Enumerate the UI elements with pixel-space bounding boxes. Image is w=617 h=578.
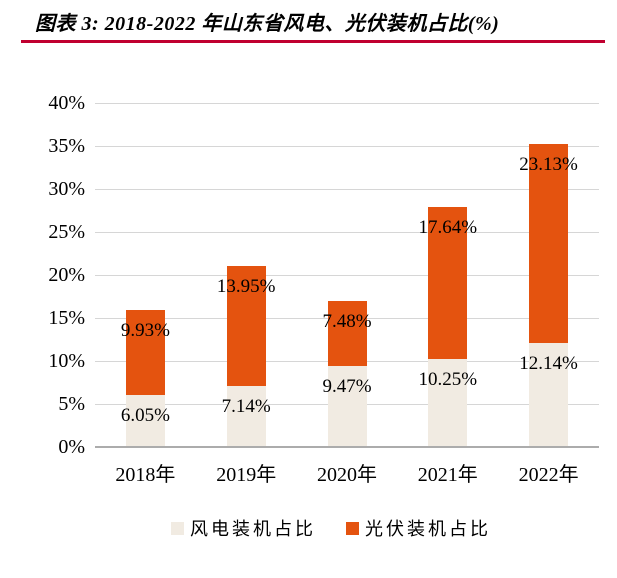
data-label-wind: 12.14% bbox=[519, 352, 578, 374]
y-axis-tick-label: 40% bbox=[48, 92, 85, 114]
data-label-wind: 7.14% bbox=[221, 395, 271, 417]
plot-gridline bbox=[95, 103, 599, 104]
wind-legend-swatch-icon bbox=[171, 521, 184, 535]
legend-item-solar: 光伏装机占比 bbox=[346, 515, 491, 541]
y-axis-tick-label: 10% bbox=[48, 350, 85, 372]
bar-segment-solar bbox=[428, 207, 468, 359]
x-axis-tick-label: 2019年 bbox=[216, 464, 277, 486]
y-axis-tick-label: 25% bbox=[48, 221, 85, 243]
solar-legend-swatch-icon bbox=[346, 521, 359, 535]
bar-segment-solar bbox=[529, 143, 569, 343]
chart-title: 图表 3: 2018-2022 年山东省风电、光伏装机占比(%) bbox=[35, 13, 500, 35]
y-axis-tick-label: 0% bbox=[58, 436, 85, 458]
x-axis-line bbox=[95, 446, 599, 448]
bar-segment-wind bbox=[226, 385, 266, 447]
plot-gridline bbox=[95, 232, 599, 233]
bar-segment-wind bbox=[529, 342, 569, 447]
x-axis-tick-label: 2022年 bbox=[518, 464, 579, 486]
legend-label-solar: 光伏装机占比 bbox=[365, 519, 491, 539]
bar-segment-wind bbox=[125, 394, 165, 447]
data-label-wind: 9.47% bbox=[322, 375, 372, 397]
chart-legend: 风电装机占比 光伏装机占比 bbox=[171, 515, 491, 541]
x-axis-tick-label: 2018年 bbox=[115, 464, 176, 486]
title-underline bbox=[21, 40, 605, 43]
bar-segment-wind bbox=[428, 358, 468, 447]
y-axis-tick-label: 15% bbox=[48, 307, 85, 329]
y-axis-tick-label: 30% bbox=[48, 178, 85, 200]
bar-segment-wind bbox=[327, 365, 367, 447]
data-label-wind: 10.25% bbox=[418, 368, 478, 390]
data-label-solar: 23.13% bbox=[519, 153, 578, 175]
legend-label-wind: 风电装机占比 bbox=[190, 519, 316, 539]
plot-gridline bbox=[95, 275, 599, 276]
legend-item-wind: 风电装机占比 bbox=[171, 515, 316, 541]
x-axis-tick-label: 2020年 bbox=[317, 464, 377, 486]
bar-segment-solar bbox=[327, 301, 367, 366]
data-label-solar: 7.48% bbox=[322, 311, 372, 333]
data-label-solar: 9.93% bbox=[120, 319, 170, 341]
bar-segment-solar bbox=[125, 309, 165, 395]
data-label-wind: 6.05% bbox=[120, 404, 170, 426]
y-axis-tick-label: 20% bbox=[48, 264, 85, 286]
data-label-solar: 17.64% bbox=[418, 217, 478, 239]
x-axis-tick-label: 2021年 bbox=[417, 464, 478, 486]
plot-gridline bbox=[95, 146, 599, 147]
data-label-solar: 13.95% bbox=[216, 275, 276, 297]
bar-segment-solar bbox=[226, 265, 266, 386]
plot-gridline bbox=[95, 189, 599, 190]
y-axis-tick-label: 5% bbox=[58, 393, 85, 415]
y-axis-tick-label: 35% bbox=[48, 135, 85, 157]
